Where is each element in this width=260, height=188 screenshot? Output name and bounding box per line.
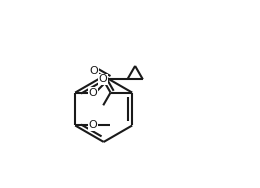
Text: O: O [89,66,98,76]
Text: O: O [89,121,98,130]
Text: O: O [99,74,107,84]
Text: O: O [89,88,98,98]
